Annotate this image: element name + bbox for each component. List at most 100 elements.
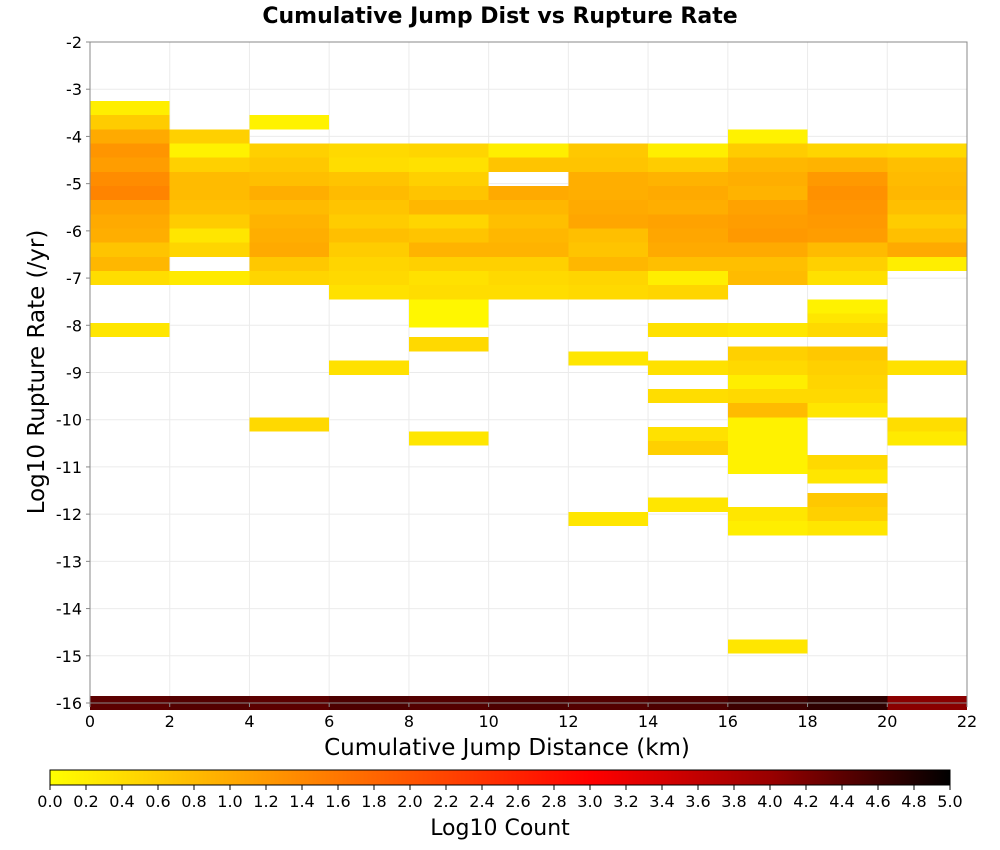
x-tick-label: 20 — [877, 712, 897, 731]
heatmap-cell — [727, 270, 808, 286]
heatmap-cell — [648, 440, 728, 456]
heatmap-cell — [648, 270, 728, 286]
x-tick-label: 16 — [718, 712, 738, 731]
heatmap-cell — [648, 200, 728, 215]
colorbar-tick-label: 1.0 — [217, 792, 242, 811]
heatmap-cell — [90, 214, 170, 229]
heatmap-cell — [568, 351, 649, 366]
heatmap-cell — [169, 143, 250, 158]
heatmap-cell — [648, 285, 728, 300]
heatmap-cell — [169, 157, 250, 172]
x-tick-label: 18 — [797, 712, 817, 731]
heatmap-cell — [90, 270, 170, 286]
heatmap-cell — [249, 242, 330, 257]
y-tick-label: -9 — [66, 364, 82, 383]
x-axis-label: Cumulative Jump Distance (km) — [324, 735, 690, 761]
heatmap-cell — [887, 431, 967, 446]
y-tick-label: -14 — [56, 600, 82, 619]
heatmap-cell — [648, 186, 728, 201]
heatmap-cell — [727, 322, 808, 338]
heatmap-cell — [408, 143, 489, 158]
heatmap-cell — [727, 507, 808, 522]
heatmap-cell — [807, 492, 888, 508]
heatmap-cell — [807, 346, 888, 361]
heatmap-cell — [329, 270, 409, 286]
heatmap-cell — [727, 157, 808, 172]
heatmap-cell — [807, 360, 888, 375]
colorbar-tick-label: 1.8 — [361, 792, 386, 811]
heatmap-cell — [329, 200, 409, 215]
heatmap-cell — [408, 256, 489, 271]
colorbar-tick-label: 2.8 — [541, 792, 566, 811]
heatmap-cell — [249, 417, 330, 432]
y-tick-label: -3 — [66, 80, 82, 99]
heatmap-cell — [90, 143, 170, 158]
heatmap-cell — [727, 403, 808, 418]
colorbar-tick-label: 0.0 — [37, 792, 62, 811]
heatmap-cell — [169, 171, 250, 187]
heatmap-cell — [727, 242, 808, 257]
colorbar-tick-label: 0.4 — [109, 792, 134, 811]
heatmap-cell — [807, 143, 888, 158]
colorbar-tick-label: 0.2 — [73, 792, 98, 811]
heatmap-cell — [807, 186, 888, 201]
heatmap-cell — [329, 242, 409, 257]
heatmap-cells — [90, 101, 967, 711]
y-tick-label: -8 — [66, 316, 82, 335]
heatmap-cell — [887, 186, 967, 201]
heatmap-cell — [807, 228, 888, 243]
heatmap-cell — [488, 143, 569, 158]
heatmap-cell — [807, 322, 888, 338]
colorbar-tick-label: 4.6 — [865, 792, 890, 811]
heatmap-cell — [887, 214, 967, 229]
heatmap-cell — [887, 228, 967, 243]
heatmap-cell — [408, 157, 489, 172]
heatmap-cell — [249, 200, 330, 215]
heatmap-cell — [727, 171, 808, 187]
colorbar-tick-label: 1.4 — [289, 792, 314, 811]
heatmap-cell — [807, 521, 888, 536]
heatmap-cell — [169, 214, 250, 229]
heatmap-cell — [727, 346, 808, 361]
heatmap-cell — [648, 426, 728, 441]
heatmap-cell — [887, 360, 967, 375]
y-tick-label: -16 — [56, 694, 82, 713]
heatmap-cell — [329, 228, 409, 243]
colorbar-tick-label: 2.2 — [433, 792, 458, 811]
heatmap-cell — [727, 389, 808, 404]
y-tick-label: -4 — [66, 127, 82, 146]
heatmap-cell — [807, 299, 888, 314]
colorbar-tick-label: 4.2 — [793, 792, 818, 811]
heatmap-cell — [249, 171, 330, 187]
heatmap-cell — [408, 242, 489, 257]
heatmap-cell — [727, 228, 808, 243]
heatmap-cell — [727, 639, 808, 654]
heatmap-cell — [329, 214, 409, 229]
x-tick-label: 0 — [85, 712, 95, 731]
heatmap-cell — [648, 322, 728, 338]
heatmap-cell — [488, 256, 569, 271]
heatmap-cell — [568, 186, 649, 201]
y-tick-label: -2 — [66, 33, 82, 52]
heatmap-cell — [887, 242, 967, 257]
heatmap-cell — [568, 256, 649, 271]
heatmap-cell — [648, 360, 728, 375]
colorbar-ticks: 0.0 0.2 0.4 0.6 0.8 1.0 1.2 1.4 1.6 1.8 2.0 2.2 2.4 2… — [37, 785, 963, 811]
heatmap-cell — [169, 186, 250, 201]
heatmap-cell — [727, 143, 808, 158]
heatmap-cell — [249, 228, 330, 243]
heatmap-cell — [568, 143, 649, 158]
heatmap-cell — [329, 186, 409, 201]
heatmap-cell — [90, 322, 170, 338]
heatmap-cell — [568, 511, 649, 526]
heatmap-cell — [408, 200, 489, 215]
heatmap-cell — [727, 374, 808, 390]
colorbar-tick-label: 1.6 — [325, 792, 350, 811]
heatmap-cell — [807, 270, 888, 286]
heatmap-cell — [90, 200, 170, 215]
heatmap-cell — [727, 521, 808, 536]
heatmap-cell — [169, 200, 250, 215]
y-tick-label: -13 — [56, 552, 82, 571]
colorbar-tick-label: 2.0 — [397, 792, 422, 811]
